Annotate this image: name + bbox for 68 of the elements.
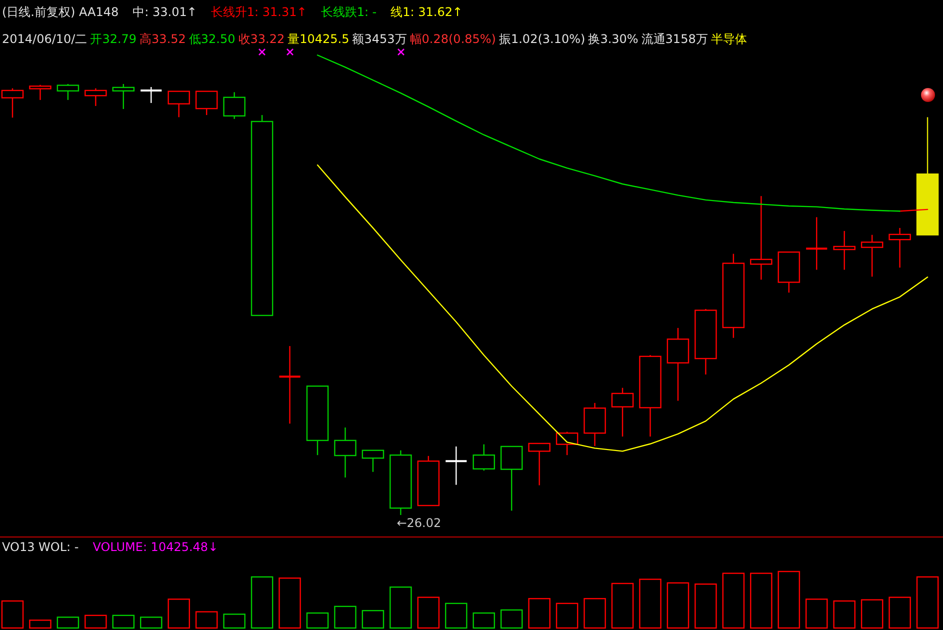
candlestick	[278, 345, 302, 424]
bar	[833, 600, 856, 629]
bar	[500, 609, 523, 629]
bar	[195, 611, 218, 629]
bar	[556, 602, 578, 629]
bar	[417, 596, 440, 629]
bar	[1, 600, 24, 629]
bar	[528, 598, 550, 629]
text: 换3.30%	[588, 32, 638, 46]
bar	[278, 578, 301, 629]
text: 高33.52	[140, 32, 186, 46]
text: 低32.50	[188, 32, 236, 46]
text: 2014/06/10/二	[2, 32, 88, 46]
bar	[112, 614, 135, 629]
chart-subtitle: VOLUME: 10425.48↓	[92, 540, 218, 554]
bar	[722, 572, 745, 629]
text: 线1: 31.62↑	[390, 5, 463, 19]
text: 长线跌1: -	[320, 5, 377, 19]
candlestick	[888, 227, 911, 268]
candlestick	[805, 216, 828, 270]
bar	[306, 612, 329, 629]
bar	[84, 614, 107, 629]
bar	[778, 570, 800, 629]
candlestick	[639, 354, 662, 438]
bar	[584, 598, 606, 629]
bar	[29, 620, 52, 629]
bar	[223, 614, 246, 629]
text: 振1.02(3.10%)	[498, 32, 586, 46]
bar	[168, 598, 190, 629]
text: 流通3158万	[641, 32, 708, 46]
bar	[750, 572, 772, 629]
bar	[916, 576, 939, 629]
bar	[805, 598, 828, 629]
text: 量10425.5	[288, 32, 350, 46]
bar	[250, 576, 274, 629]
bar	[694, 584, 717, 629]
bar	[140, 616, 162, 629]
bar	[860, 599, 884, 629]
text: 半导体	[710, 32, 747, 46]
candlestick	[444, 446, 468, 486]
bar	[472, 612, 496, 629]
candlestick	[334, 426, 356, 478]
bar	[666, 582, 690, 629]
text: 开32.79	[90, 32, 137, 46]
text: 长线升1: 31.31↑	[210, 5, 307, 19]
candlestick	[722, 253, 745, 338]
bar	[611, 582, 634, 629]
bar	[390, 586, 412, 629]
bar	[639, 578, 662, 629]
chart-title: VO13 WOL: -	[2, 540, 79, 554]
bar	[888, 596, 911, 629]
candlestick	[666, 327, 690, 402]
text: ←26.02	[396, 516, 442, 530]
candlestick	[750, 195, 772, 280]
bar	[334, 606, 356, 629]
candlestick	[223, 92, 246, 120]
text: 收33.22	[238, 32, 285, 46]
bar	[445, 602, 468, 629]
text: 幅0.28(0.85%)	[410, 32, 496, 46]
candlestick	[833, 230, 856, 270]
chart-title: (日线.前复权) AA148	[2, 5, 119, 19]
candlestick	[84, 88, 107, 107]
bar	[362, 610, 384, 629]
chart-subtitle: 中: 33.01↑	[132, 5, 197, 19]
bar	[56, 616, 80, 629]
candlestick	[584, 402, 606, 447]
candlestick	[390, 450, 412, 516]
text: 额3453万	[352, 32, 407, 46]
